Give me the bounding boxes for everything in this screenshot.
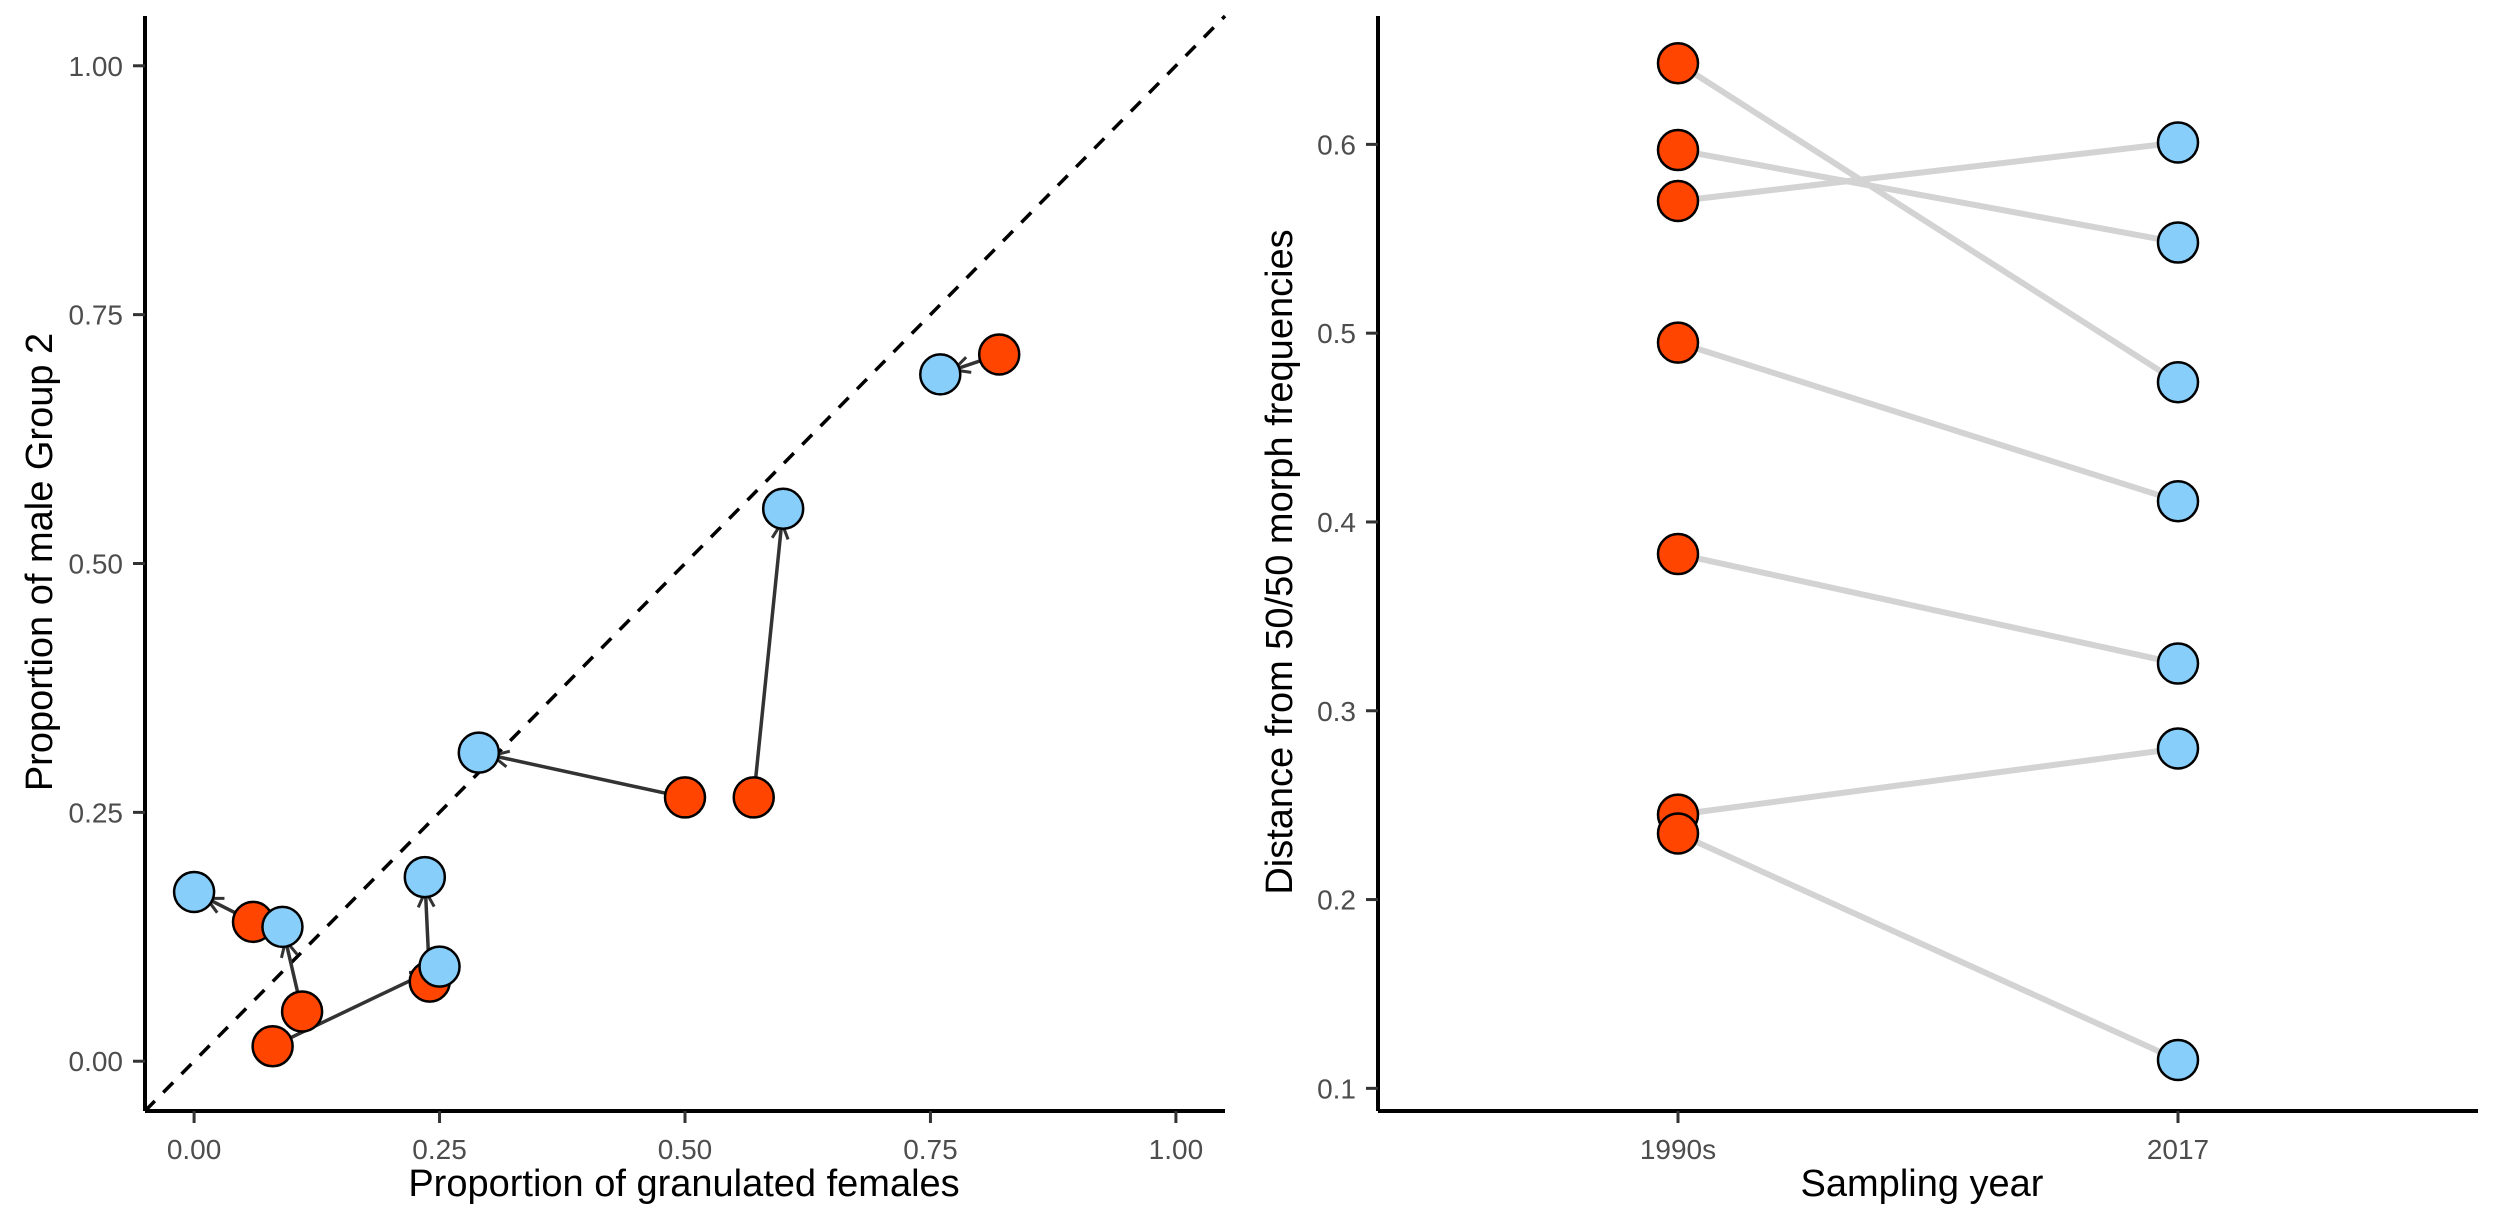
right-panel: 1990s 2017 0.1 0.2 0.3 0.4 0.5 0.6 Sampling ye… — [1259, 16, 2478, 1205]
x-tick-label: 1.00 — [1149, 1134, 1204, 1165]
x-tick-label: 2017 — [2147, 1134, 2209, 1165]
right-y-axis-title: Distance from 50/50 morph frequencies — [1259, 229, 1301, 894]
point-2017 — [2156, 121, 2200, 164]
x-tick-label: 1990s — [1640, 1134, 1716, 1165]
point-2017 — [2156, 221, 2200, 264]
point-1990s — [1656, 321, 1700, 364]
point-1990s — [1656, 41, 1700, 85]
point-2017 — [403, 855, 447, 899]
right-x-ticks: 1990s 2017 — [1640, 1111, 2209, 1165]
point-1990s — [977, 333, 1021, 376]
y-tick-label: 0.4 — [1317, 507, 1356, 538]
point-2017 — [2156, 361, 2200, 404]
right-points — [1656, 41, 2200, 1082]
connecting-line — [1677, 745, 2179, 818]
right-y-ticks: 0.1 0.2 0.3 0.4 0.5 0.6 — [1317, 129, 1378, 1104]
connecting-line — [1677, 147, 2179, 246]
connecting-line — [1676, 830, 2180, 1063]
y-tick-label: 0.25 — [69, 797, 124, 828]
point-2017 — [457, 731, 501, 774]
left-x-ticks: 0.00 0.25 0.50 0.75 1.00 — [167, 1111, 1203, 1165]
left-arrows — [207, 352, 1000, 1048]
y-tick-label: 1.00 — [69, 51, 124, 82]
change-arrow — [751, 523, 782, 798]
point-2017 — [2156, 479, 2200, 523]
point-2017 — [2156, 727, 2200, 770]
point-1990s — [732, 776, 775, 819]
left-panel: 0.00 0.25 0.50 0.75 1.00 0.00 0.25 0.50 0.75 1.0… — [19, 14, 1227, 1205]
point-2017 — [172, 870, 216, 914]
x-tick-label: 0.25 — [412, 1134, 467, 1165]
y-tick-label: 0.2 — [1317, 885, 1356, 916]
point-1990s — [1656, 128, 1700, 172]
x-tick-label: 0.75 — [903, 1134, 958, 1165]
right-connecting-lines — [1676, 60, 2180, 1063]
point-1990s — [1656, 812, 1700, 855]
y-tick-label: 0.3 — [1317, 696, 1356, 727]
point-2017 — [2156, 642, 2200, 685]
point-1990s — [663, 776, 707, 819]
connecting-line — [1677, 339, 2179, 505]
x-tick-label: 0.50 — [658, 1134, 713, 1165]
connecting-line — [1676, 60, 2180, 385]
x-tick-label: 0.00 — [167, 1134, 222, 1165]
y-tick-label: 0.00 — [69, 1046, 124, 1077]
left-x-axis-title: Proportion of granulated females — [408, 1163, 959, 1205]
y-tick-label: 0.5 — [1317, 318, 1356, 349]
point-1990s — [251, 1025, 294, 1068]
point-2017 — [261, 905, 304, 949]
point-2017 — [418, 945, 461, 988]
left-y-ticks: 0.00 0.25 0.50 0.75 1.00 — [69, 51, 145, 1077]
connecting-line — [1677, 551, 2179, 667]
point-1990s — [1656, 532, 1700, 576]
right-x-axis-title: Sampling year — [1801, 1163, 2044, 1205]
point-1990s — [1656, 179, 1700, 223]
point-1990s — [280, 990, 324, 1033]
y-tick-label: 0.75 — [69, 300, 124, 331]
point-2017 — [2156, 1038, 2200, 1082]
left-points — [172, 333, 1021, 1068]
y-tick-label: 0.1 — [1317, 1073, 1356, 1104]
point-2017 — [919, 353, 962, 396]
change-arrow — [492, 756, 686, 800]
identity-reference-line — [143, 14, 1227, 1113]
connecting-line — [1677, 139, 2179, 204]
change-arrow — [271, 973, 427, 1048]
point-2017 — [761, 487, 805, 530]
y-tick-label: 0.50 — [69, 549, 124, 580]
left-y-axis-title: Proportion of male Group 2 — [19, 333, 61, 791]
y-tick-label: 0.6 — [1317, 129, 1356, 160]
